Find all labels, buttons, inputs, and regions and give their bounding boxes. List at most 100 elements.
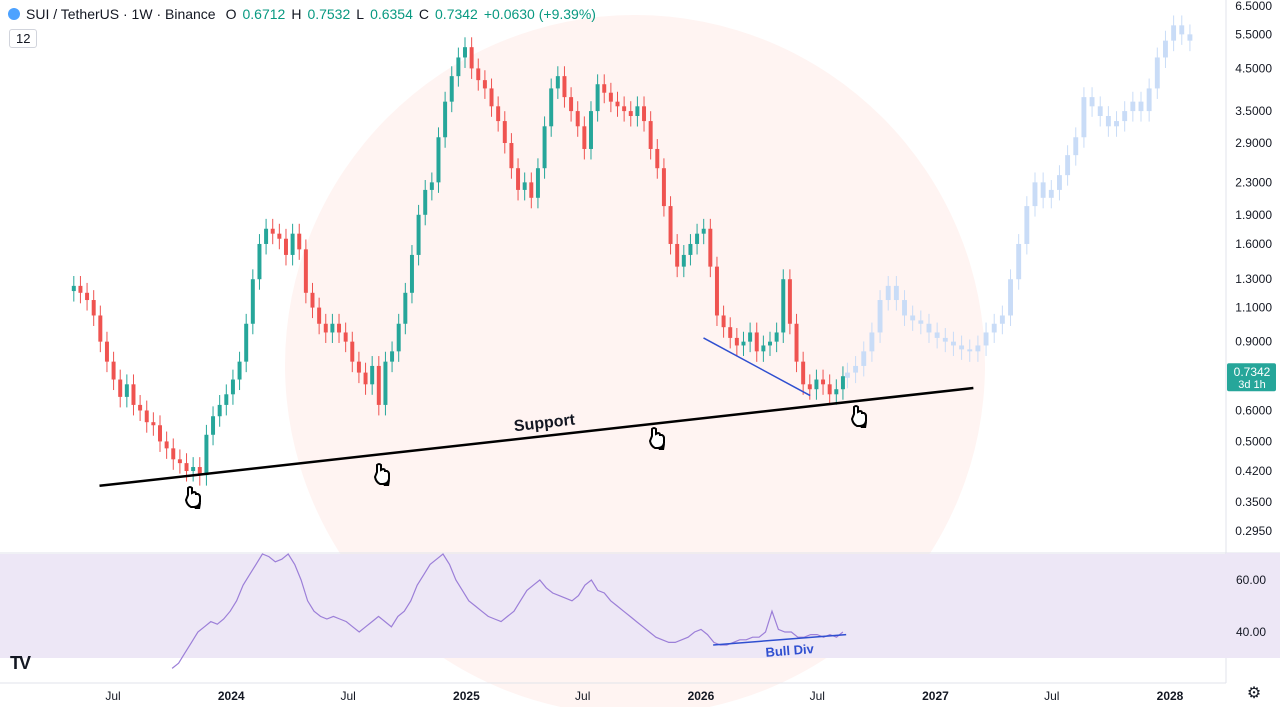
low-value: 0.6354 — [370, 6, 413, 22]
price-tick-label: 1.9000 — [1235, 208, 1272, 222]
candle-body — [350, 341, 355, 362]
projection-candle-body — [844, 372, 850, 378]
candle-body — [144, 410, 149, 423]
candle-body — [396, 323, 401, 352]
candle-body — [469, 47, 474, 69]
candle-body — [104, 341, 109, 362]
candle-body — [98, 315, 103, 342]
projection-candle-body — [1057, 175, 1062, 190]
candle-body — [211, 416, 216, 435]
candle-body — [741, 341, 746, 346]
candle-body — [615, 101, 620, 107]
candle-body — [449, 76, 454, 102]
candle-body — [330, 323, 335, 333]
projection-candle-body — [983, 332, 989, 346]
price-tick-label: 0.4200 — [1235, 464, 1272, 478]
candle-body — [250, 279, 255, 324]
time-tick-label: Jul — [575, 689, 590, 703]
candle-body — [164, 441, 169, 449]
candle-body — [177, 459, 182, 464]
candle-body — [834, 389, 839, 395]
candle-body — [476, 68, 481, 81]
candle-body — [482, 80, 487, 89]
candle-body — [827, 384, 832, 395]
hand-pointer-icon — [184, 486, 201, 509]
price-tick-label: 2.9000 — [1235, 136, 1272, 150]
candle-body — [821, 379, 826, 385]
candle-body — [191, 467, 196, 472]
candle-body — [648, 121, 653, 149]
price-tick-label: 6.5000 — [1235, 0, 1272, 13]
tradingview-logo-icon[interactable]: TV — [10, 653, 31, 673]
candle-body — [409, 254, 414, 293]
price-tick-label: 3.5000 — [1235, 104, 1272, 118]
candle-body — [787, 279, 792, 324]
settings-gear-icon[interactable]: ⚙ — [1246, 685, 1262, 702]
projection-candle-body — [861, 351, 867, 366]
oscillator-tick-label: 40.00 — [1236, 625, 1266, 639]
projection-candle-body — [1154, 57, 1160, 89]
time-tick-label: 2028 — [1157, 689, 1184, 703]
candle-body — [290, 233, 295, 255]
candle-body — [184, 463, 189, 472]
projection-candle-body — [1048, 189, 1054, 198]
candle-body — [522, 182, 527, 190]
candle-body — [363, 372, 368, 385]
price-tick-label: 1.6000 — [1235, 237, 1272, 251]
candle-body — [244, 323, 249, 362]
candle-body — [575, 111, 580, 127]
candle-body — [303, 249, 308, 293]
candle-body — [622, 106, 627, 112]
bull-divergence-label: Bull Div — [765, 641, 815, 660]
candle-body — [781, 279, 786, 333]
candle-body — [807, 384, 812, 390]
time-tick-label: 2026 — [688, 689, 715, 703]
candle-body — [310, 292, 315, 308]
candle-body — [562, 76, 567, 98]
projection-candle-body — [877, 300, 883, 333]
candle-body — [264, 228, 269, 244]
projection-candle-body — [1024, 206, 1030, 244]
candle-body — [297, 233, 302, 250]
candle-body — [734, 337, 739, 346]
hand-pointer-cuff — [658, 444, 665, 450]
candle-body — [549, 88, 554, 127]
candle-body — [443, 101, 448, 138]
candle-body — [688, 243, 693, 255]
price-tick-label: 0.5000 — [1235, 434, 1272, 448]
candle-body — [131, 384, 136, 405]
candle-body — [588, 111, 593, 149]
candle-body — [138, 404, 143, 411]
projection-candle-body — [1081, 97, 1087, 138]
hand-pointer-cuff — [860, 422, 867, 428]
candle-body — [569, 97, 574, 112]
time-tick-label: 2025 — [453, 689, 480, 703]
hand-pointer-cuff — [194, 503, 201, 509]
price-tick-label: 4.5000 — [1235, 61, 1272, 75]
time-tick-label: 2024 — [218, 689, 245, 703]
candle-body — [814, 379, 819, 390]
candle-body — [370, 365, 375, 385]
candle-body — [635, 106, 640, 117]
projection-candle-body — [999, 315, 1005, 324]
interval-badge[interactable]: 12 — [9, 29, 38, 48]
open-key: O — [225, 6, 237, 22]
candle-body — [708, 228, 713, 267]
projection-candle-body — [1089, 97, 1095, 107]
support-label: Support — [513, 412, 576, 436]
close-value: 0.7342 — [435, 6, 478, 22]
candle-body — [768, 341, 772, 346]
candle-body — [496, 106, 501, 122]
candle-body — [197, 467, 202, 476]
projection-candle-body — [1114, 121, 1119, 127]
candle-body — [436, 137, 441, 183]
projection-candle-body — [1138, 101, 1144, 112]
price-tick-label: 0.2950 — [1235, 524, 1272, 538]
change-value: +0.0630 (+9.39%) — [483, 6, 596, 22]
sui-coin-icon — [8, 8, 20, 20]
projection-candle-body — [1122, 111, 1128, 122]
symbol-label[interactable]: SUI / TetherUS · 1W · Binance — [26, 6, 216, 22]
projection-candle-body — [893, 285, 899, 301]
